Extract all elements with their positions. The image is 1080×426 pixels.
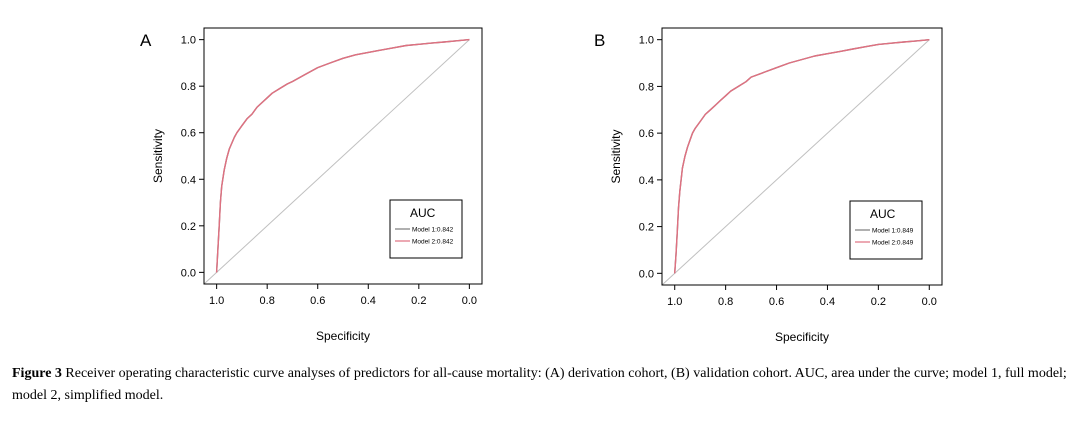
- plot-frame-b: [661, 27, 943, 286]
- plot-frame-a: [203, 27, 483, 285]
- legend-label-b-0: Model 1:0.849: [872, 228, 914, 235]
- legend-label-a-0: Model 1:0.842: [412, 227, 454, 234]
- legend-label-a-1: Model 2:0.842: [412, 239, 454, 246]
- y-tick-label-a-4: 0.8: [181, 81, 196, 93]
- y-tick-label-b-2: 0.4: [639, 175, 654, 187]
- reference-line-a: [203, 39, 470, 285]
- figure-caption: Figure 3 Receiver operating characterist…: [12, 363, 1072, 407]
- panel-letter-b: B: [594, 31, 605, 50]
- y-axis-title-a: Sensitivity: [151, 129, 165, 183]
- roc-figure: A 0.0 0.2 0.4 0.6 0.8 1.0 1.0 0.8 0.6 0.4 0.2 0.0 Spe…: [140, 27, 943, 344]
- roc-curve-a-2: [215, 38, 470, 273]
- caption-label: Figure 3: [12, 366, 62, 381]
- legend-title-a: AUC: [410, 206, 436, 220]
- y-tick-label-a-2: 0.4: [181, 174, 196, 186]
- x-tick-label-a-5: 0.0: [462, 295, 477, 307]
- legend-title-b: AUC: [870, 207, 896, 221]
- y-tick-label-b-0: 0.0: [639, 268, 654, 280]
- y-tick-label-b-1: 0.2: [639, 222, 654, 234]
- x-tick-label-b-1: 0.8: [718, 296, 733, 308]
- y-tick-label-a-1: 0.2: [181, 221, 196, 233]
- y-tick-label-a-0: 0.0: [181, 267, 196, 279]
- y-axis-title-b: Sensitivity: [609, 129, 623, 183]
- x-tick-label-b-0: 1.0: [667, 296, 682, 308]
- y-tick-label-b-5: 1.0: [639, 35, 654, 47]
- reference-line-b: [661, 39, 930, 286]
- y-tick-label-a-3: 0.6: [181, 128, 196, 140]
- roc-panel-a: A 0.0 0.2 0.4 0.6 0.8 1.0 1.0 0.8 0.6 0.4 0.2 0.0 Spe…: [140, 27, 483, 343]
- x-tick-label-b-2: 0.6: [769, 296, 784, 308]
- roc-curve-b-2: [674, 39, 930, 274]
- x-tick-label-a-4: 0.2: [411, 295, 426, 307]
- y-tick-label-b-4: 0.8: [639, 81, 654, 93]
- x-tick-label-b-4: 0.2: [871, 296, 886, 308]
- x-tick-label-a-1: 0.8: [260, 295, 275, 307]
- x-tick-label-a-0: 1.0: [209, 295, 224, 307]
- x-tick-label-b-3: 0.4: [820, 296, 835, 308]
- caption-text: Receiver operating characteristic curve …: [12, 366, 1067, 403]
- x-tick-label-a-2: 0.6: [310, 295, 325, 307]
- panel-letter-a: A: [140, 31, 152, 50]
- legend-label-b-1: Model 2:0.849: [872, 240, 914, 247]
- x-tick-label-a-3: 0.4: [361, 295, 376, 307]
- x-tick-label-b-5: 0.0: [922, 296, 937, 308]
- y-tick-label-a-5: 1.0: [181, 35, 196, 47]
- x-axis-title-b: Specificity: [775, 330, 829, 344]
- y-tick-label-b-3: 0.6: [639, 128, 654, 140]
- roc-panel-b: B 0.0 0.2 0.4 0.6 0.8 1.0 1.0 0.8 0.6 0.4 0.2 0.0 Spe…: [594, 27, 943, 344]
- x-axis-title-a: Specificity: [316, 329, 370, 343]
